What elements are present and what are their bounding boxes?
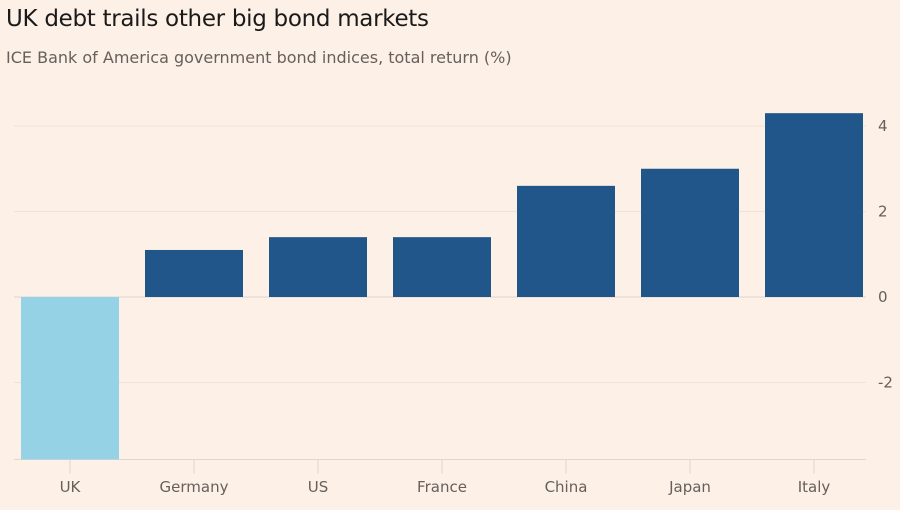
bar-germany [145,249,243,297]
x-tick-label: China [545,478,588,496]
x-axis: UK Germany US France China Japan Italy [60,459,831,496]
bar-uk [21,297,119,460]
y-tick-label: -2 [878,374,893,392]
bar-us [269,237,367,297]
bar-japan [641,168,739,297]
y-axis: 4 2 0 -2 [878,117,893,392]
bar-france [393,237,491,297]
x-tick-label: France [417,478,467,496]
chart-title: UK debt trails other big bond markets [6,6,429,32]
x-tick-label: Germany [160,478,229,496]
y-tick-label: 0 [878,288,888,306]
x-tick-label: Italy [798,478,831,496]
x-tick-label: US [308,478,329,496]
x-tick-label: UK [60,478,82,496]
bar-italy [765,113,863,297]
bar-china [517,185,615,297]
bars [21,113,863,460]
chart-subtitle: ICE Bank of America government bond indi… [6,48,512,67]
x-tick-label: Japan [668,478,711,496]
y-tick-label: 4 [878,117,888,135]
y-tick-label: 2 [878,203,888,221]
